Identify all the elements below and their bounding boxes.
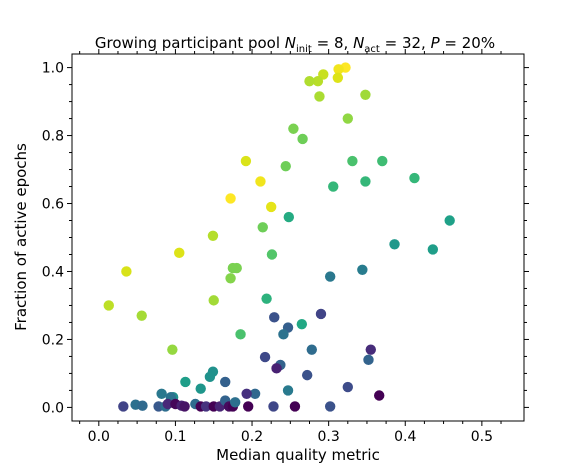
data-point-25 [409,172,420,184]
data-point-74 [179,401,190,412]
x-tick-label-5: 0.5 [471,429,493,445]
data-point-38 [389,239,400,250]
data-point-44 [278,329,289,340]
data-point-14 [265,201,277,213]
data-point-13 [225,193,236,204]
data-point-26 [444,215,455,226]
data-point-29 [266,249,278,260]
data-point-39 [427,244,439,255]
data-point-83 [229,397,241,408]
data-point-21 [347,155,358,167]
data-point-34 [167,344,178,355]
data-point-55 [195,383,206,394]
data-point-18 [103,300,114,311]
x-tick-label-3: 0.3 [318,429,340,445]
data-point-45 [315,308,327,320]
data-point-22 [377,155,388,167]
data-point-84 [243,401,254,412]
x-tick-label-0: 0.0 [88,429,110,445]
data-point-53 [204,371,216,383]
data-point-86 [289,401,301,412]
data-point-56 [220,376,231,388]
data-point-15 [174,247,185,258]
y-tick-label-4: 0.8 [42,129,64,145]
data-point-5 [304,75,315,87]
data-point-12 [255,176,266,187]
chart-title-nact: 32 [402,34,421,52]
data-point-36 [261,293,272,304]
data-point-7 [360,89,371,100]
data-point-33 [208,295,219,306]
data-point-46 [306,344,317,355]
y-tick-label-0: 0.0 [42,400,64,416]
data-point-16 [207,230,219,241]
x-tick-label-1: 0.1 [164,429,186,445]
data-point-27 [283,211,295,223]
data-point-58 [342,381,353,393]
data-point-31 [231,262,242,274]
data-point-54 [180,376,191,388]
data-point-48 [363,354,374,366]
data-point-41 [324,271,336,282]
plot-frame [71,53,525,422]
data-point-24 [360,176,371,187]
y-tick-label-3: 0.6 [42,197,64,213]
data-point-68 [118,401,129,412]
data-point-62 [241,388,252,400]
data-point-28 [257,222,268,233]
data-point-87 [324,401,336,412]
y-tick-label-5: 1.0 [42,61,64,77]
chart-title-ninit: 8 [334,34,344,52]
chart-title-p: 20% [462,34,495,52]
chart-title: Growing participant pool Ninit = 8, Nact… [95,34,495,55]
data-point-51 [271,363,282,374]
data-point-35 [235,329,246,340]
data-point-42 [269,312,280,323]
data-point-40 [357,264,368,275]
y-tick-label-2: 0.4 [42,264,64,280]
y-tick-label-1: 0.2 [42,332,64,348]
data-point-10 [297,133,308,145]
data-point-85 [268,401,279,412]
data-point-2 [332,72,344,83]
data-point-23 [328,181,339,192]
chart-title-prefix: Growing participant pool [95,34,285,52]
x-tick-label-2: 0.2 [241,429,263,445]
data-point-67 [137,400,148,411]
data-point-47 [365,344,376,355]
data-point-71 [162,398,173,410]
data-points [103,62,455,412]
data-point-57 [301,369,313,381]
data-point-59 [374,390,385,401]
data-point-61 [249,388,261,400]
data-point-20 [280,160,291,172]
data-point-19 [136,310,147,321]
data-point-60 [282,385,294,396]
data-point-63 [156,388,167,400]
data-point-77 [200,401,212,412]
y-axis-label: Fraction of active epochs [12,143,30,331]
x-axis-label: Median quality metric [216,446,380,464]
data-point-37 [296,318,308,330]
data-point-6 [314,91,325,102]
axis-ticks: 0.0 0.1 0.2 0.3 0.4 0.5 0.0 0.2 0.4 0.6 0.8 1.0 [42,49,529,445]
data-point-8 [342,113,353,124]
data-point-32 [225,273,236,284]
data-point-11 [240,155,252,167]
x-tick-label-4: 0.4 [394,429,416,445]
data-point-17 [121,266,132,277]
data-point-49 [259,351,271,363]
data-point-1 [333,64,344,75]
data-point-4 [312,75,324,87]
data-point-9 [288,123,299,134]
